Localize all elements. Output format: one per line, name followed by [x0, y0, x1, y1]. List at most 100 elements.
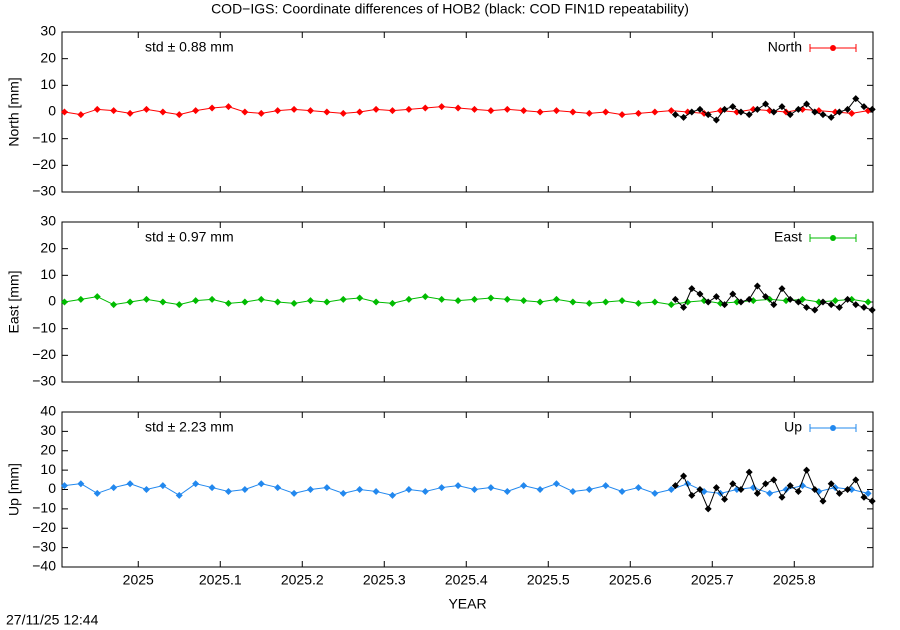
data-point [844, 105, 852, 113]
data-point [651, 298, 659, 306]
data-point [794, 105, 802, 113]
data-point [208, 484, 216, 492]
data-point [651, 108, 659, 116]
data-point [520, 297, 528, 305]
data-point [864, 489, 872, 497]
data-point [290, 105, 298, 113]
data-point [454, 104, 462, 112]
data-point [860, 493, 868, 501]
data-point [274, 484, 282, 492]
data-point [192, 297, 200, 305]
y-tick-label: 30 [40, 422, 56, 438]
y-tick-label: 20 [40, 239, 56, 255]
x-tick-label: 2025.4 [445, 572, 488, 588]
chart-title: COD−IGS: Coordinate differences of HOB2 … [211, 1, 689, 17]
data-point [306, 107, 314, 115]
data-point [356, 108, 364, 116]
timestamp: 27/11/25 12:44 [6, 612, 99, 628]
x-tick-label: 2025.8 [773, 572, 816, 588]
data-point [93, 105, 101, 113]
data-point [819, 111, 827, 119]
x-tick-label: 2025.6 [609, 572, 652, 588]
data-point [749, 484, 757, 492]
data-point [778, 103, 786, 111]
data-point [602, 108, 610, 116]
data-point [671, 482, 679, 490]
data-point [93, 293, 101, 301]
data-point [737, 108, 745, 116]
y-tick-label: −40 [32, 558, 56, 574]
data-point [60, 108, 68, 116]
data-point [803, 100, 811, 108]
data-point [470, 295, 478, 303]
data-point [224, 487, 232, 495]
data-point [487, 107, 495, 115]
legend-label: North [768, 39, 802, 55]
data-point [786, 482, 794, 490]
data-point [827, 480, 835, 488]
legend-label: East [774, 229, 802, 245]
data-point [684, 298, 692, 306]
data-point [470, 105, 478, 113]
data-point [208, 295, 216, 303]
data-point [712, 116, 720, 124]
data-point [142, 295, 150, 303]
data-point [786, 295, 794, 303]
data-point [241, 108, 249, 116]
data-point [126, 109, 134, 117]
data-point [454, 297, 462, 305]
data-point [868, 497, 876, 505]
data-point [794, 487, 802, 495]
data-point [634, 109, 642, 117]
data-point [618, 111, 626, 119]
y-tick-label: −10 [32, 319, 56, 335]
data-point [753, 489, 761, 497]
data-point [159, 298, 167, 306]
data-point [536, 298, 544, 306]
x-tick-label: 2025.5 [527, 572, 570, 588]
data-point [868, 306, 876, 314]
y-tick-label: 0 [48, 480, 56, 496]
y-tick-label: 0 [48, 293, 56, 309]
y-tick-label: 10 [40, 76, 56, 92]
data-point [770, 476, 778, 484]
data-point [388, 299, 396, 307]
data-point [798, 482, 806, 490]
data-point [860, 103, 868, 111]
data-point [852, 476, 860, 484]
data-point [585, 109, 593, 117]
data-point [339, 489, 347, 497]
data-point [536, 108, 544, 116]
data-point [421, 293, 429, 301]
y-tick-label: 30 [40, 23, 56, 39]
data-point [405, 295, 413, 303]
data-point [811, 108, 819, 116]
data-point [552, 480, 560, 488]
data-point [110, 107, 118, 115]
data-point [786, 111, 794, 119]
data-point [864, 298, 872, 306]
data-point [520, 107, 528, 115]
data-point [688, 108, 696, 116]
data-point [77, 480, 85, 488]
data-point [487, 484, 495, 492]
data-point [844, 295, 852, 303]
data-point [159, 108, 167, 116]
y-tick-label: 10 [40, 461, 56, 477]
data-point [323, 108, 331, 116]
x-tick-label: 2025 [123, 572, 154, 588]
data-point [77, 111, 85, 119]
data-point [712, 484, 720, 492]
data-point [224, 103, 232, 111]
data-point [536, 486, 544, 493]
data-point [323, 298, 331, 306]
y-tick-label: −30 [32, 373, 56, 389]
data-point [688, 285, 696, 293]
data-point [634, 484, 642, 492]
y-axis-label: North [mm] [6, 77, 22, 146]
data-point [778, 493, 786, 501]
data-point [503, 487, 511, 495]
data-point [356, 294, 364, 302]
data-point [175, 301, 183, 309]
